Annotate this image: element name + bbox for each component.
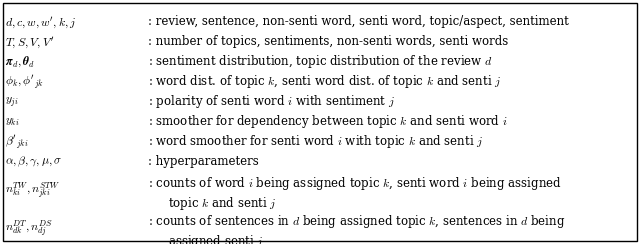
Text: : sentiment distribution, topic distribution of the review $d$: : sentiment distribution, topic distribu… (148, 53, 493, 71)
Text: : number of topics, sentiments, non-senti words, senti words: : number of topics, sentiments, non-sent… (148, 35, 508, 49)
Text: : word smoother for senti word $i$ with topic $k$ and senti $j$: : word smoother for senti word $i$ with … (148, 133, 483, 151)
Text: $\boldsymbol{\pi}_d, \boldsymbol{\theta}_d$: $\boldsymbol{\pi}_d, \boldsymbol{\theta}… (5, 55, 35, 69)
Text: $d, c, w, w', k, j$: $d, c, w, w', k, j$ (5, 14, 76, 30)
Text: : hyperparameters: : hyperparameters (148, 155, 259, 169)
Text: $y_{ki}$: $y_{ki}$ (5, 115, 20, 129)
Text: assigned senti $j$: assigned senti $j$ (168, 233, 264, 244)
Text: : counts of sentences in $d$ being assigned topic $k$, sentences in $d$ being: : counts of sentences in $d$ being assig… (148, 213, 565, 230)
Text: $\beta'_{jki}$: $\beta'_{jki}$ (5, 133, 29, 151)
Text: : polarity of senti word $i$ with sentiment $j$: : polarity of senti word $i$ with sentim… (148, 93, 395, 111)
Text: $\phi_k, \phi'_{jk}$: $\phi_k, \phi'_{jk}$ (5, 73, 44, 91)
Text: : smoother for dependency between topic $k$ and senti word $i$: : smoother for dependency between topic … (148, 113, 508, 131)
Text: $\alpha, \beta, \gamma, \mu, \sigma$: $\alpha, \beta, \gamma, \mu, \sigma$ (5, 155, 63, 169)
Text: : word dist. of topic $k$, senti word dist. of topic $k$ and senti $j$: : word dist. of topic $k$, senti word di… (148, 73, 501, 91)
Text: $y_{ji}$: $y_{ji}$ (5, 95, 19, 109)
Text: $n^{TW}_{ki}, n^{STW}_{jki}$: $n^{TW}_{ki}, n^{STW}_{jki}$ (5, 181, 60, 201)
Text: $T, S, V, V'$: $T, S, V, V'$ (5, 34, 54, 50)
Text: : review, sentence, non-senti word, senti word, topic/aspect, sentiment: : review, sentence, non-senti word, sent… (148, 16, 569, 29)
Text: $n^{DT}_{dk}, n^{DS}_{dj}$: $n^{DT}_{dk}, n^{DS}_{dj}$ (5, 219, 52, 239)
Text: : counts of word $i$ being assigned topic $k$, senti word $i$ being assigned: : counts of word $i$ being assigned topi… (148, 174, 562, 192)
Text: topic $k$ and senti $j$: topic $k$ and senti $j$ (168, 194, 276, 212)
